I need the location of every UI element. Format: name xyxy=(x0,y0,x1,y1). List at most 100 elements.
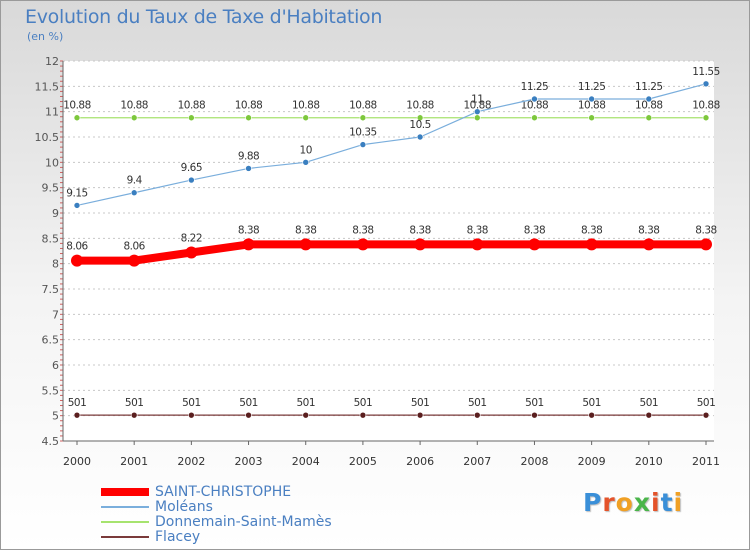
data-point xyxy=(588,95,595,103)
data-point xyxy=(302,159,310,166)
y-tick-label: 5.5 xyxy=(42,384,60,397)
logo-letter: i xyxy=(651,488,661,517)
data-label: 10.35 xyxy=(349,127,377,139)
data-label: 11.25 xyxy=(635,81,663,93)
data-point xyxy=(245,411,252,419)
data-point xyxy=(531,114,538,122)
data-point xyxy=(359,141,367,148)
data-label: 10.88 xyxy=(406,100,434,112)
data-label: 11.25 xyxy=(578,81,606,93)
data-label: 8.38 xyxy=(638,224,659,236)
data-label: 501 xyxy=(239,397,258,409)
data-point xyxy=(702,114,710,122)
y-tick-label: 11 xyxy=(45,106,59,119)
data-label: 8.38 xyxy=(467,224,488,236)
y-tick-label: 7.5 xyxy=(42,283,60,296)
data-point xyxy=(73,114,81,122)
data-label: 8.38 xyxy=(524,224,545,236)
data-point xyxy=(188,176,195,184)
data-point xyxy=(473,108,481,115)
data-point xyxy=(130,114,138,122)
data-point xyxy=(588,114,595,122)
data-point xyxy=(359,411,367,419)
x-tick-label: 2001 xyxy=(120,455,148,468)
data-label: 501 xyxy=(125,397,144,409)
data-point xyxy=(185,246,198,259)
data-point xyxy=(242,238,255,251)
data-label: 8.38 xyxy=(238,224,259,236)
series-line xyxy=(73,240,710,265)
y-tick-label: 4.5 xyxy=(42,435,60,448)
data-label: 10.88 xyxy=(578,100,606,112)
data-label: 11.55 xyxy=(692,66,720,78)
data-point xyxy=(416,133,424,141)
data-label: 9.4 xyxy=(127,175,143,187)
data-point xyxy=(416,411,424,419)
data-point xyxy=(245,114,252,122)
y-tick-label: 6 xyxy=(52,359,59,372)
data-point xyxy=(531,95,538,103)
data-label: 10.88 xyxy=(292,100,320,112)
data-label: 501 xyxy=(68,397,87,409)
data-point xyxy=(245,165,252,172)
data-label: 8.38 xyxy=(295,224,316,236)
data-point xyxy=(588,411,595,419)
data-label: 10.88 xyxy=(521,100,549,112)
proxiti-logo: Proxiti xyxy=(583,488,683,517)
data-point xyxy=(702,80,710,88)
x-tick-label: 2007 xyxy=(463,455,491,468)
data-point xyxy=(702,411,710,419)
x-tick-label: 2011 xyxy=(692,455,720,468)
x-tick-label: 2005 xyxy=(349,455,377,468)
x-tick-label: 2004 xyxy=(292,455,320,468)
data-label: 8.38 xyxy=(695,224,716,236)
data-point xyxy=(531,411,538,419)
data-point xyxy=(73,411,81,419)
data-point xyxy=(645,411,653,419)
y-tick-label: 7 xyxy=(52,308,59,321)
data-label: 9.15 xyxy=(66,187,87,199)
series-donnemain-saint-mam-s: 10.88 10.88 10.88 10.88 10.88 10.88 10.88 10.88… xyxy=(63,100,720,122)
y-tick-label: 10 xyxy=(45,156,59,169)
data-point xyxy=(528,238,541,251)
data-label: 9.88 xyxy=(238,150,259,162)
series-mol-ans: 9.15 9.4 9.65 9.88 10 10.35 10.5 11 11.25 11.25 11… xyxy=(66,66,720,209)
data-point xyxy=(642,238,655,251)
data-label: 501 xyxy=(468,397,487,409)
data-point xyxy=(356,238,369,251)
y-tick-label: 12 xyxy=(45,55,59,68)
x-tick-label: 2003 xyxy=(235,455,263,468)
data-point xyxy=(585,238,598,251)
logo-letter: r xyxy=(602,488,616,517)
data-label: 8.22 xyxy=(181,233,202,245)
data-label: 10 xyxy=(300,144,312,156)
data-label: 9.65 xyxy=(181,162,202,174)
data-point xyxy=(299,238,312,251)
data-point xyxy=(71,254,83,267)
data-label: 8.38 xyxy=(352,224,373,236)
data-point xyxy=(302,114,310,122)
chart-unit: (en %) xyxy=(27,30,64,43)
data-point xyxy=(471,238,484,251)
y-tick-label: 8 xyxy=(52,258,59,271)
legend-label: Donnemain-Saint-Mamès xyxy=(155,514,332,530)
data-label: 501 xyxy=(182,397,201,409)
data-label: 8.38 xyxy=(409,224,430,236)
legend-label: Flacey xyxy=(155,529,201,545)
data-label: 501 xyxy=(640,397,659,409)
x-tick-label: 2010 xyxy=(635,455,663,468)
data-point xyxy=(416,114,424,122)
legend-swatch xyxy=(101,521,149,523)
data-point xyxy=(359,114,367,122)
y-tick-label: 8.5 xyxy=(42,232,60,245)
data-label: 10.88 xyxy=(635,100,663,112)
y-tick-label: 9.5 xyxy=(42,182,60,195)
data-point xyxy=(130,189,138,197)
data-label: 10.88 xyxy=(178,100,206,112)
logo-letter: x xyxy=(633,488,651,517)
data-label: 10.88 xyxy=(235,100,263,112)
data-label: 501 xyxy=(697,397,716,409)
data-point xyxy=(414,238,427,251)
